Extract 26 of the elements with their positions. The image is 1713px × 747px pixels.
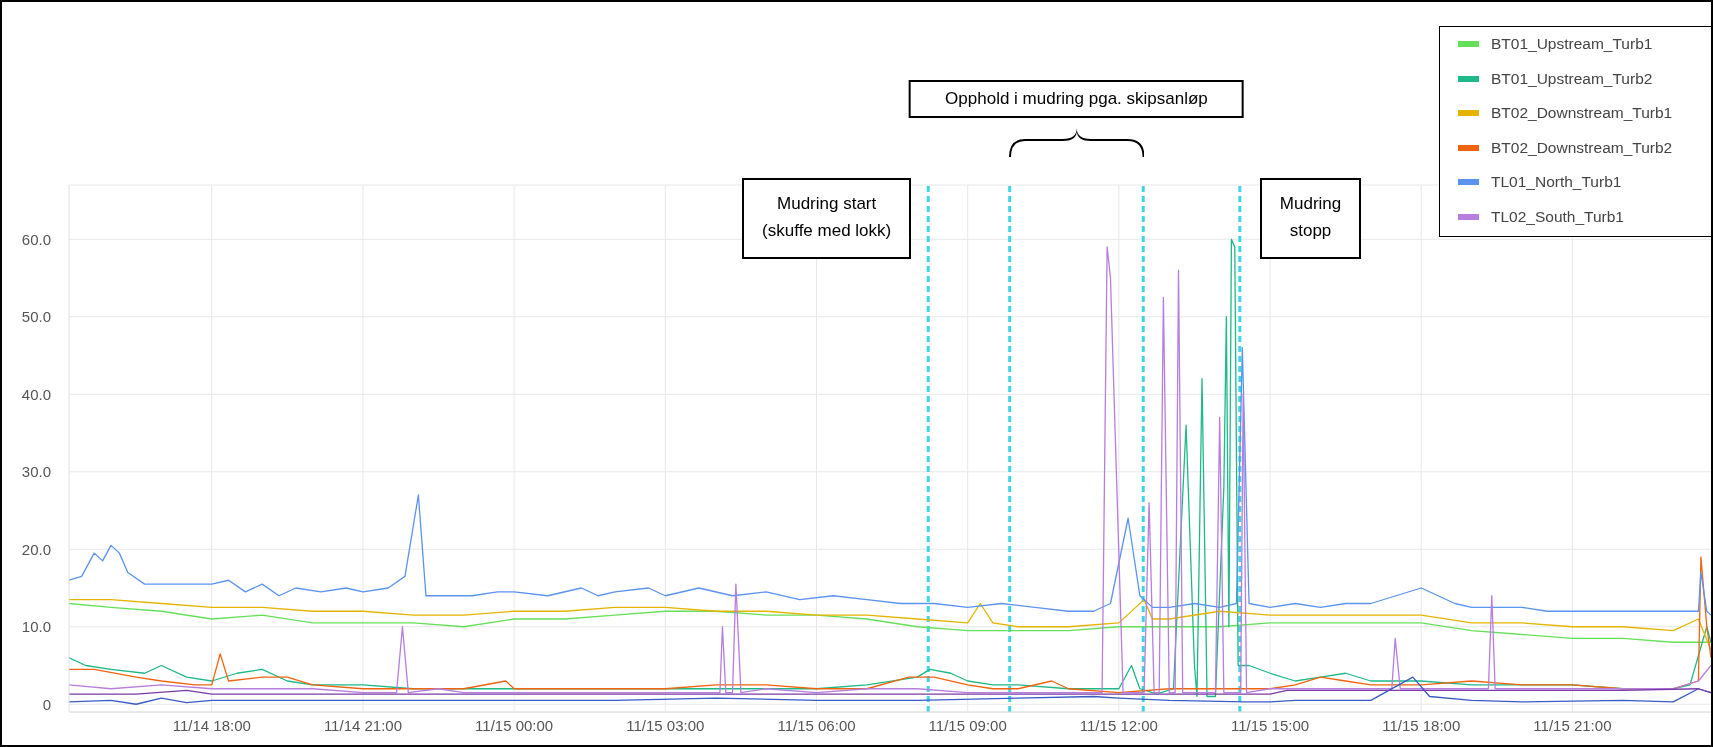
- ref-line-label: Mudring stopp: [1259, 178, 1362, 259]
- x-tick-label: 11/15 00:00: [475, 716, 554, 734]
- y-tick-label: 20.0: [21, 540, 51, 558]
- x-tick-label: 11/15 15:00: [1230, 716, 1310, 734]
- y-tick-label: 0: [42, 695, 51, 713]
- legend-label: BT02_Downstream_Turb2: [1491, 138, 1673, 157]
- x-tick-label: 11/14 18:00: [172, 716, 251, 734]
- x-tick-label: 11/15 18:00: [1382, 716, 1461, 734]
- legend-label: TL02_South_Turb1: [1491, 207, 1624, 226]
- legend-label: TL01_North_Turb1: [1491, 173, 1622, 192]
- y-tick-label: 10.0: [21, 618, 51, 636]
- ref-line-label: Mudring start (skuffe med lokk): [742, 178, 912, 259]
- y-tick-label: 40.0: [21, 385, 51, 403]
- x-tick-label: 11/15 12:00: [1079, 716, 1158, 734]
- x-tick-label: 11/15 21:00: [1533, 716, 1612, 734]
- x-tick-label: 11/15 03:00: [626, 716, 705, 734]
- x-tick-label: 11/15 06:00: [777, 716, 856, 734]
- x-tick-label: 11/15 09:00: [928, 716, 1007, 734]
- y-tick-label: 50.0: [21, 308, 51, 326]
- text: Opphold i mudring pga. skipsanløp: [909, 80, 1244, 118]
- y-tick-label: 60.0: [21, 230, 51, 248]
- legend-label: BT01_Upstream_Turb2: [1491, 69, 1653, 88]
- y-tick-label: 30.0: [21, 463, 51, 481]
- x-tick-label: 11/14 21:00: [323, 716, 403, 734]
- legend-label: BT01_Upstream_Turb1: [1491, 35, 1653, 54]
- legend-label: BT02_Downstream_Turb1: [1491, 104, 1673, 123]
